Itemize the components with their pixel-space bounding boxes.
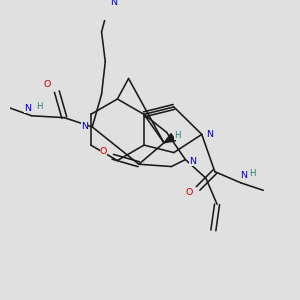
Text: O: O <box>185 188 192 197</box>
Text: O: O <box>100 147 107 156</box>
Text: N: N <box>110 0 117 7</box>
Text: H: H <box>249 169 255 178</box>
Polygon shape <box>164 134 176 143</box>
Text: O: O <box>44 80 51 88</box>
Text: H: H <box>174 131 180 140</box>
Text: N: N <box>240 171 247 180</box>
Text: N: N <box>206 130 213 139</box>
Text: H: H <box>36 102 42 111</box>
Text: N: N <box>189 157 197 166</box>
Text: N: N <box>25 104 32 113</box>
Text: N: N <box>81 122 88 131</box>
